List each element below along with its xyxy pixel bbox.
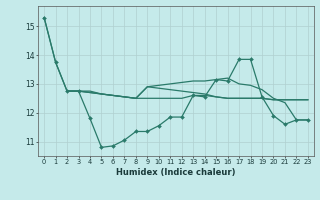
X-axis label: Humidex (Indice chaleur): Humidex (Indice chaleur)	[116, 168, 236, 177]
